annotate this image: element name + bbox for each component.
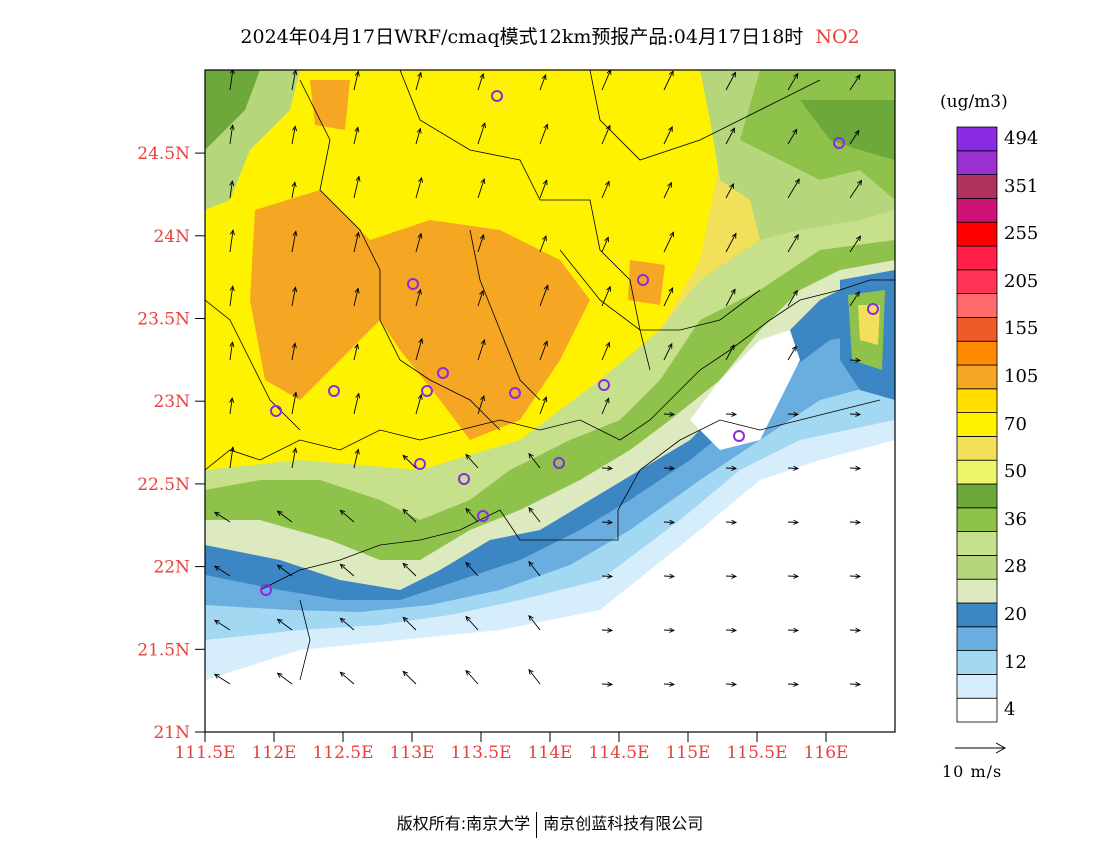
colorbar-label: 50 [1004, 461, 1027, 483]
colorbar-label: 205 [1004, 270, 1039, 292]
colorbar-label: 255 [1004, 223, 1039, 245]
colorbar-swatch [956, 150, 998, 176]
lon-tick-label: 113.5E [450, 743, 511, 763]
lat-tick-label: 21N [153, 723, 190, 743]
lat-tick-label: 24.5N [137, 144, 190, 164]
colorbar-swatch [956, 531, 998, 556]
colorbar-label: 105 [1004, 365, 1039, 387]
lon-tick-label: 116E [804, 743, 849, 763]
colorbar-swatch [956, 245, 998, 271]
colorbar-label: 28 [1004, 556, 1027, 578]
lon-tick-label: 112E [252, 743, 297, 763]
wind-reference-label: 10 m/s [942, 762, 1003, 781]
colorbar-swatch [956, 674, 998, 699]
lon-tick-label: 112.5E [312, 743, 373, 763]
page-title: 2024年04月17日WRF/cmaq模式12km预报产品:04月17日18时 N… [0, 22, 1100, 49]
colorbar-swatch [956, 459, 998, 485]
concentration-field [205, 70, 895, 732]
colorbar-swatch [956, 316, 998, 342]
footer-separator [536, 811, 538, 838]
colorbar-swatch [956, 507, 998, 532]
colorbar-label: 351 [1004, 175, 1039, 197]
lon-tick-label: 114E [528, 743, 573, 763]
colorbar-swatch [956, 483, 998, 509]
colorbar-label: 4 [1004, 699, 1016, 721]
lat-tick-label: 22N [153, 558, 190, 578]
colorbar-swatch [956, 269, 998, 294]
colorbar-swatch [956, 602, 998, 628]
lat-tick-label: 23N [153, 392, 190, 412]
lon-tick-label: 115E [666, 743, 711, 763]
colorbar-swatch [956, 174, 998, 199]
colorbar-swatch [956, 197, 998, 223]
colorbar-swatch [956, 412, 998, 437]
colorbar-label: 494 [1004, 127, 1039, 149]
colorbar-label: 12 [1004, 651, 1027, 673]
lat-tick-label: 21.5N [137, 640, 190, 660]
lon-tick-label: 115.5E [726, 743, 787, 763]
colorbar-swatch [956, 388, 998, 413]
footer-left: 版权所有:南京大学 [396, 814, 531, 833]
footer-copyright: 版权所有:南京大学 南京创蓝科技有限公司 [0, 810, 1100, 838]
colorbar-label: 36 [1004, 508, 1027, 530]
colorbar-swatch [956, 340, 998, 366]
colorbar-label: 70 [1004, 413, 1027, 435]
colorbar-label: 155 [1004, 318, 1039, 340]
footer-right: 南京创蓝科技有限公司 [543, 814, 704, 833]
colorbar-swatch [956, 697, 998, 723]
longitude-axis: 111.5E 112E 112.5E 113E 113.5E 114E 114.5E 115E… [174, 732, 848, 763]
latitude-axis: 21N 21.5N 22N 22.5N 23N 23.5N 24N 24.5N [137, 144, 205, 743]
colorbar-swatch [956, 221, 998, 247]
lon-tick-label: 113E [390, 743, 435, 763]
lat-tick-label: 24N [153, 227, 190, 247]
colorbar-swatch [956, 293, 998, 318]
colorbar-swatch [956, 555, 998, 580]
lat-tick-label: 22.5N [137, 475, 190, 495]
title-species: NO2 [815, 26, 860, 48]
colorbar-unit: (ug/m3) [940, 92, 1008, 112]
colorbar-swatch [956, 650, 998, 675]
lon-tick-label: 114.5E [588, 743, 649, 763]
colorbar-swatch [956, 364, 998, 390]
colorbar [956, 126, 998, 723]
lon-tick-label: 111.5E [174, 743, 235, 763]
lat-tick-label: 23.5N [137, 310, 190, 330]
colorbar-label: 20 [1004, 603, 1027, 625]
colorbar-swatch [956, 578, 998, 604]
title-main: 2024年04月17日WRF/cmaq模式12km预报产品:04月17日18时 [240, 26, 804, 48]
colorbar-swatch [956, 126, 998, 152]
colorbar-swatch [956, 435, 998, 461]
wind-reference-arrow [955, 742, 1007, 754]
colorbar-swatch [956, 626, 998, 651]
